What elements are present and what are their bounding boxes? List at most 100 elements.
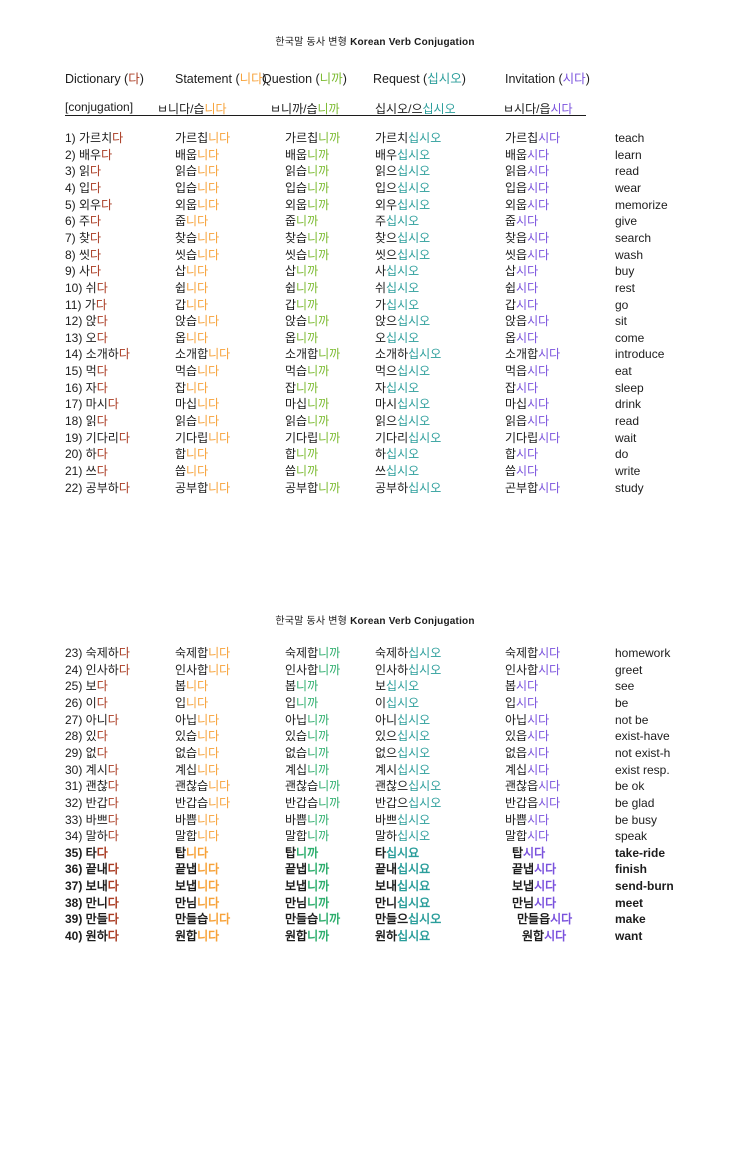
question-cell-stem: 잡 — [285, 380, 297, 395]
statement-cell-ending: 니다 — [208, 795, 231, 810]
statement-cell: 씻습니다 — [175, 248, 219, 263]
request-cell-ending: 십시오 — [397, 397, 431, 412]
english-meaning: not exist-h — [615, 746, 670, 761]
dictionary-cell-ending: 다 — [107, 812, 119, 827]
conjugation-pattern: ㅂ니다/습니다 — [157, 100, 227, 117]
english-meaning: introduce — [615, 347, 664, 362]
request-cell: 찾으십시오 — [375, 231, 430, 246]
table-row: 3) 읽다 읽습니다 읽습니까 읽으십시오 읽읍시다 read — [0, 164, 750, 180]
question-cell: 봅니까 — [285, 679, 318, 694]
request-cell: 배우십시오 — [375, 148, 430, 163]
question-cell-stem: 봅 — [285, 679, 297, 694]
statement-cell: 씁니다 — [175, 464, 208, 479]
invitation-cell-stem: 배웁 — [505, 147, 528, 162]
table-row: 30) 계시다 계십니다 계십니까 계시십시오 계십시다 exist resp. — [0, 763, 750, 779]
dictionary-cell-ending: 다 — [96, 464, 108, 478]
dictionary-cell: 9) 사다 — [65, 264, 101, 279]
invitation-cell-ending: 시다 — [534, 879, 557, 894]
english-meaning-stem: wear — [615, 180, 642, 195]
request-cell: 보내십시요 — [375, 879, 430, 894]
dictionary-cell-stem: 28) 있 — [65, 729, 97, 744]
dictionary-cell-ending: 다 — [96, 695, 108, 710]
conjugation-pattern-stem: ㅂ시다/읍 — [503, 102, 551, 116]
question-cell-stem: 씻습 — [285, 247, 308, 262]
english-meaning: come — [615, 331, 644, 346]
request-cell: 마시십시오 — [375, 397, 430, 412]
question-cell: 읽습니까 — [285, 164, 329, 179]
statement-cell-ending: 니다 — [197, 862, 220, 877]
statement-cell-ending: 니다 — [197, 762, 220, 777]
table-row: 15) 먹다 먹습니다 먹습니까 먹으십시오 먹읍시다 eat — [0, 364, 750, 380]
statement-cell-ending: 니다 — [186, 330, 209, 345]
request-cell: 있으십시오 — [375, 729, 430, 744]
request-cell-stem: 타 — [375, 845, 387, 860]
invitation-cell-stem: 괜찮읍 — [505, 779, 539, 794]
request-cell-ending: 십시오 — [397, 147, 431, 162]
request-cell: 바쁘십시오 — [375, 813, 430, 828]
question-cell-stem: 합 — [285, 447, 297, 462]
dictionary-cell: 2) 배우다 — [65, 148, 112, 163]
dictionary-cell-stem: 6) 주 — [65, 214, 91, 229]
request-cell-ending: 십시오 — [386, 280, 420, 295]
statement-cell: 삽니다 — [175, 264, 208, 279]
table-row: 35) 타다 탑니다 탑니까 타십시요 탑시다 take-ride — [0, 846, 750, 862]
invitation-cell: 읽읍시다 — [505, 164, 549, 179]
invitation-cell-ending: 시다 — [527, 364, 550, 379]
table-row: 8) 씻다 씻습니다 씻습니까 씻으십시오 씻읍시다 wash — [0, 248, 750, 264]
question-cell-ending: 니까 — [307, 745, 330, 760]
dictionary-cell-stem: 8) 씻 — [65, 247, 91, 262]
dictionary-cell-stem: 30) 계시 — [65, 762, 108, 777]
english-meaning: send-burn — [615, 879, 674, 894]
section2-title-english: Korean Verb Conjugation — [350, 616, 475, 627]
invitation-cell-ending: 시다 — [516, 695, 539, 710]
request-cell-ending: 십시요 — [397, 862, 431, 877]
statement-cell-stem: 바쁩 — [175, 812, 198, 827]
statement-cell: 숙제합니다 — [175, 646, 230, 661]
dictionary-cell: 10) 쉬다 — [65, 281, 108, 296]
dictionary-cell-ending: 다 — [107, 862, 119, 877]
request-cell-stem: 자 — [375, 380, 387, 395]
statement-cell-stem: 만들습 — [175, 912, 209, 927]
question-cell-stem: 외웁 — [285, 197, 308, 212]
invitation-cell-ending: 시다 — [534, 862, 557, 877]
dictionary-cell: 17) 마시다 — [65, 397, 119, 412]
question-cell-stem: 삽 — [285, 264, 297, 279]
header-suffix: ) — [342, 72, 347, 86]
request-cell: 말하십시오 — [375, 829, 430, 844]
dictionary-cell-stem: 32) 반갑 — [65, 795, 108, 810]
statement-cell-ending: 니다 — [197, 247, 220, 262]
dictionary-cell-stem: 27) 아니 — [65, 712, 108, 727]
invitation-cell: 기다립시다 — [505, 431, 560, 446]
table-row: 31) 괜찮다 괜찮습니다 괜찮습니까 괜찮으십시오 괜찮읍시다 be ok — [0, 779, 750, 795]
statement-cell-ending: 니다 — [197, 745, 220, 760]
dictionary-cell-ending: 다 — [107, 795, 119, 810]
dictionary-cell-stem: 39) 만들 — [65, 912, 108, 927]
dictionary-cell-stem: 11) 가 — [65, 297, 96, 312]
invitation-cell-stem: 인사합 — [505, 662, 539, 677]
dictionary-cell-stem: 34) 말하 — [65, 829, 108, 844]
dictionary-cell-stem: 5) 외우 — [65, 197, 102, 212]
dictionary-cell: 21) 쓰다 — [65, 464, 108, 479]
statement-cell: 탑니다 — [175, 846, 208, 861]
invitation-cell-stem: 씻읍 — [505, 247, 528, 262]
statement-cell-stem: 가르칩 — [175, 131, 209, 145]
table-row: 21) 쓰다 씁니다 씁니까 쓰십시오 씁시다 write — [0, 464, 750, 480]
invitation-cell: 소개합시다 — [505, 347, 560, 362]
dictionary-cell-ending: 다 — [107, 712, 119, 727]
english-meaning: buy — [615, 264, 634, 279]
question-cell-stem: 소개합 — [285, 347, 319, 362]
english-meaning-stem: speak — [615, 829, 648, 844]
request-cell: 만들으십시오 — [375, 912, 441, 927]
statement-cell-stem: 배웁 — [175, 147, 198, 162]
dictionary-cell-ending: 다 — [96, 679, 108, 694]
request-cell: 반갑으십시오 — [375, 796, 441, 811]
dictionary-cell-stem: 19) 기다리 — [65, 430, 119, 445]
english-meaning: do — [615, 447, 628, 462]
question-cell-stem: 탑 — [285, 845, 297, 860]
statement-cell-ending: 니다 — [186, 845, 209, 860]
invitation-cell-stem: 갑 — [505, 297, 517, 312]
request-cell-ending: 십시오 — [397, 230, 431, 245]
request-cell-ending: 십시오 — [397, 729, 431, 744]
dictionary-cell: 24) 인사하다 — [65, 663, 130, 678]
invitation-cell-ending: 시다 — [516, 280, 539, 295]
